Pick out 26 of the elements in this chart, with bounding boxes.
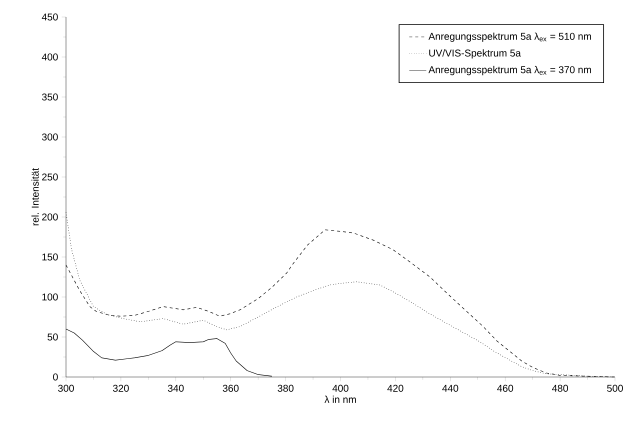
x-tick-label: 300	[58, 384, 74, 392]
x-tick-label: 480	[552, 384, 568, 392]
legend-label: Anregungsspektrum 5a λ$_{ex}$ = 370 nm	[428, 66, 591, 76]
x-tick-label: 320	[112, 384, 129, 392]
x-tick-label: 500	[607, 384, 623, 392]
x-tick-label: 420	[387, 384, 404, 392]
x-tick-label: 380	[278, 384, 294, 392]
x-tick-label: 360	[222, 384, 239, 392]
x-tick-label: 460	[497, 384, 514, 392]
y-tick-label: 250	[42, 173, 58, 181]
x-tick-label: 440	[442, 384, 458, 392]
y-axis-title: rel. Intensität	[31, 168, 39, 226]
x-axis-title: λ in nm	[324, 396, 356, 403]
y-tick-label: 100	[42, 293, 58, 301]
y-tick-label: 400	[42, 53, 58, 61]
y-tick-label: 350	[42, 93, 58, 101]
legend-label: Anregungsspektrum 5a λ$_{ex}$ = 510 nm	[428, 32, 591, 42]
x-tick-label: 340	[168, 384, 184, 392]
y-tick-label: 150	[42, 253, 58, 261]
x-tick-label: 400	[332, 384, 348, 392]
legend-label: UV/VIS-Spektrum 5a	[429, 49, 521, 59]
y-tick-label: 300	[42, 133, 58, 141]
y-tick-label: 450	[42, 13, 58, 21]
y-tick-label: 200	[42, 213, 58, 221]
y-tick-label: 50	[48, 333, 58, 341]
y-tick-label: 0	[53, 373, 58, 381]
